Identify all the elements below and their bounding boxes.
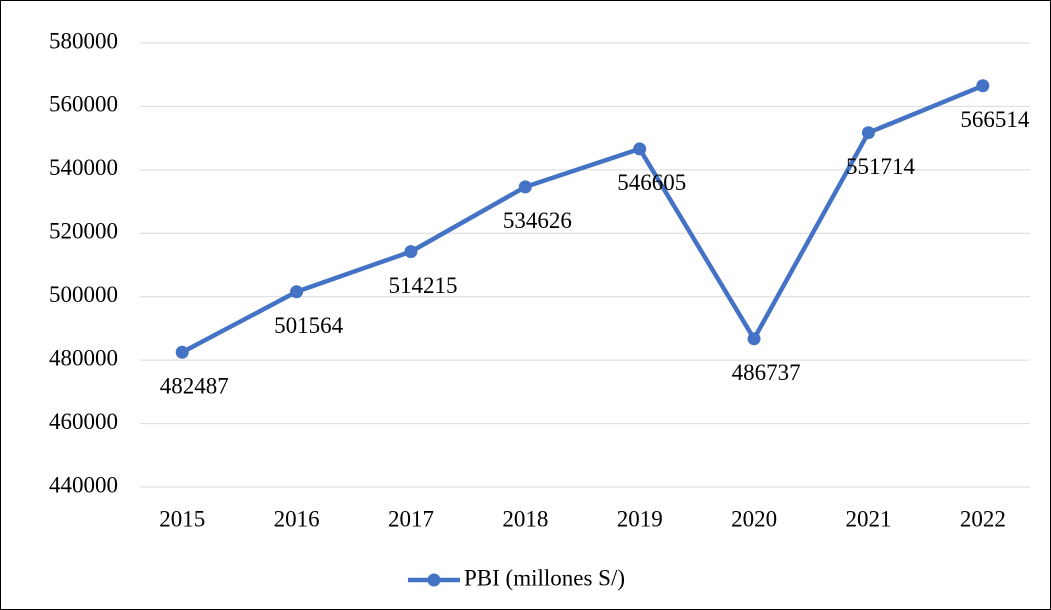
x-tick-label: 2019 (617, 506, 663, 531)
data-label: 482487 (160, 374, 229, 399)
x-tick-label: 2016 (274, 506, 320, 531)
data-point (290, 285, 304, 299)
x-tick-label: 2022 (960, 506, 1006, 531)
data-point (518, 180, 532, 194)
data-point (747, 332, 761, 346)
x-tick-label: 2021 (845, 506, 891, 531)
data-label: 486737 (732, 360, 801, 385)
x-tick-label: 2020 (731, 506, 777, 531)
x-tick-label: 2015 (159, 506, 205, 531)
data-point (976, 79, 990, 93)
data-label: 546605 (617, 170, 686, 195)
y-tick-label: 500000 (49, 282, 118, 307)
y-tick-label: 480000 (49, 345, 118, 370)
data-label: 551714 (846, 154, 916, 179)
data-label: 514215 (388, 273, 457, 298)
data-point (633, 142, 647, 156)
y-tick-label: 440000 (49, 472, 118, 497)
y-tick-label: 520000 (49, 219, 118, 244)
legend-label: PBI (millones S/) (464, 565, 625, 590)
data-label: 566514 (960, 107, 1030, 132)
y-tick-label: 560000 (49, 92, 118, 117)
data-point (404, 245, 418, 259)
y-tick-label: 580000 (49, 28, 118, 53)
data-point (175, 345, 189, 359)
data-line (181, 83, 984, 355)
legend-marker (427, 573, 441, 587)
x-tick-label: 2017 (388, 506, 434, 531)
data-label: 534626 (503, 208, 572, 233)
y-tick-label: 540000 (49, 155, 118, 180)
data-label: 501564 (274, 313, 344, 338)
x-tick-label: 2018 (502, 506, 548, 531)
y-tick-label: 460000 (49, 409, 118, 434)
data-point (861, 126, 875, 140)
